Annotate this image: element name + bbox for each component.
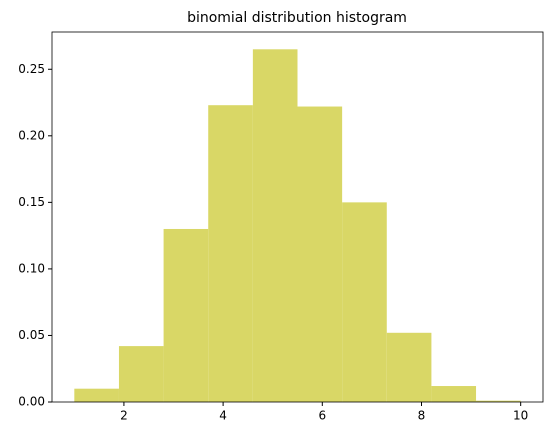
x-tick-label: 2 xyxy=(120,409,128,423)
bar xyxy=(297,106,343,402)
x-tick-label: 4 xyxy=(219,409,227,423)
y-tick-label: 0.00 xyxy=(18,395,45,409)
bar xyxy=(74,388,119,402)
bar xyxy=(431,386,477,402)
chart-title: binomial distribution histogram xyxy=(187,10,407,26)
bar xyxy=(163,228,209,402)
bar xyxy=(386,332,432,402)
y-tick-label: 0.10 xyxy=(18,261,45,275)
bar xyxy=(342,202,387,402)
bar xyxy=(252,49,298,403)
y-tick-label: 0.20 xyxy=(18,128,45,142)
axes-frame xyxy=(51,31,544,403)
bar xyxy=(118,346,164,402)
y-tick-label: 0.05 xyxy=(18,328,45,342)
bar xyxy=(208,105,253,402)
y-tick-label: 0.25 xyxy=(18,62,45,76)
y-tick-label: 0.15 xyxy=(18,195,45,209)
x-tick-label: 10 xyxy=(513,409,528,423)
x-tick-label: 8 xyxy=(418,409,426,423)
x-tick-label: 6 xyxy=(318,409,326,423)
bar xyxy=(476,400,521,402)
